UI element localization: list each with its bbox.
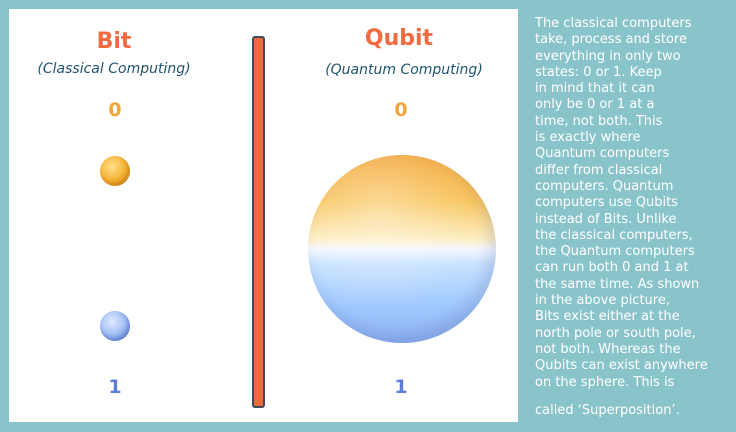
description-line: the same time. As shown <box>535 276 700 292</box>
qubit-state-0-label: 0 <box>394 99 408 121</box>
description-line: the classical computers, <box>535 227 693 243</box>
description-line: take, process and store <box>535 32 687 48</box>
description-line: Bits exist either at the <box>535 309 680 325</box>
description-line: differ from classical <box>535 162 663 178</box>
description-line: only be 0 or 1 at a <box>535 97 655 113</box>
description-line: on the sphere. This is <box>535 374 675 390</box>
description-line: north pole or south pole, <box>535 325 696 341</box>
description-line: computers. Quantum <box>535 178 674 194</box>
description-line: states: 0 or 1. Keep <box>535 64 662 80</box>
description-line: Qubits can exist anywhere <box>535 358 708 374</box>
diagram-panel: Bit (Classical Computing) 0 1 Qubit (Qua… <box>9 9 518 422</box>
bloch-sphere <box>308 155 496 343</box>
description-line: instead of Bits. Unlike <box>535 211 677 227</box>
description-line: in mind that it can <box>535 81 655 97</box>
qubit-subtitle: (Quantum Computing) <box>325 62 483 78</box>
description-line: the Quantum computers <box>535 244 695 260</box>
description-line: can run both 0 and 1 at <box>535 260 689 276</box>
bit-one-ball <box>100 311 130 341</box>
bit-subtitle: (Classical Computing) <box>37 61 191 77</box>
description-line: computers use Qubits <box>535 195 678 211</box>
bit-title: Bit <box>96 29 132 54</box>
qubit-title: Qubit <box>364 26 434 51</box>
description-line: not both. Whereas the <box>535 341 681 357</box>
description-last-line: called ‘Superposition’. <box>535 403 680 418</box>
description-line: Quantum computers <box>535 146 670 162</box>
description-line: is exactly where <box>535 130 641 146</box>
description-line: everything in only two <box>535 48 681 64</box>
bit-state-0-label: 0 <box>108 99 122 121</box>
bit-state-1-label: 1 <box>108 376 122 398</box>
divider-bar <box>252 36 265 408</box>
description-line: time, not both. This <box>535 113 663 129</box>
description-line: in the above picture, <box>535 293 670 309</box>
description-line: The classical computers <box>535 16 692 31</box>
bit-zero-ball <box>100 156 130 186</box>
qubit-state-1-label: 1 <box>394 376 408 398</box>
description-text: The classical computers take, process an… <box>535 16 731 391</box>
